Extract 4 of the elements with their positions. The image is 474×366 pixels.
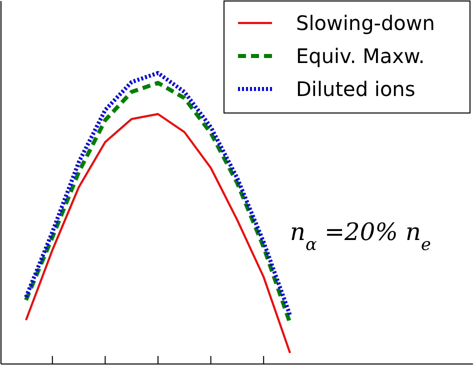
legend-label: Slowing-down — [296, 11, 435, 35]
legend-label: Equiv. Maxw. — [296, 44, 425, 68]
legend-label: Diluted ions — [296, 77, 416, 101]
annotation: n$_{α}$ =20% n$_{e}$ — [290, 218, 431, 254]
